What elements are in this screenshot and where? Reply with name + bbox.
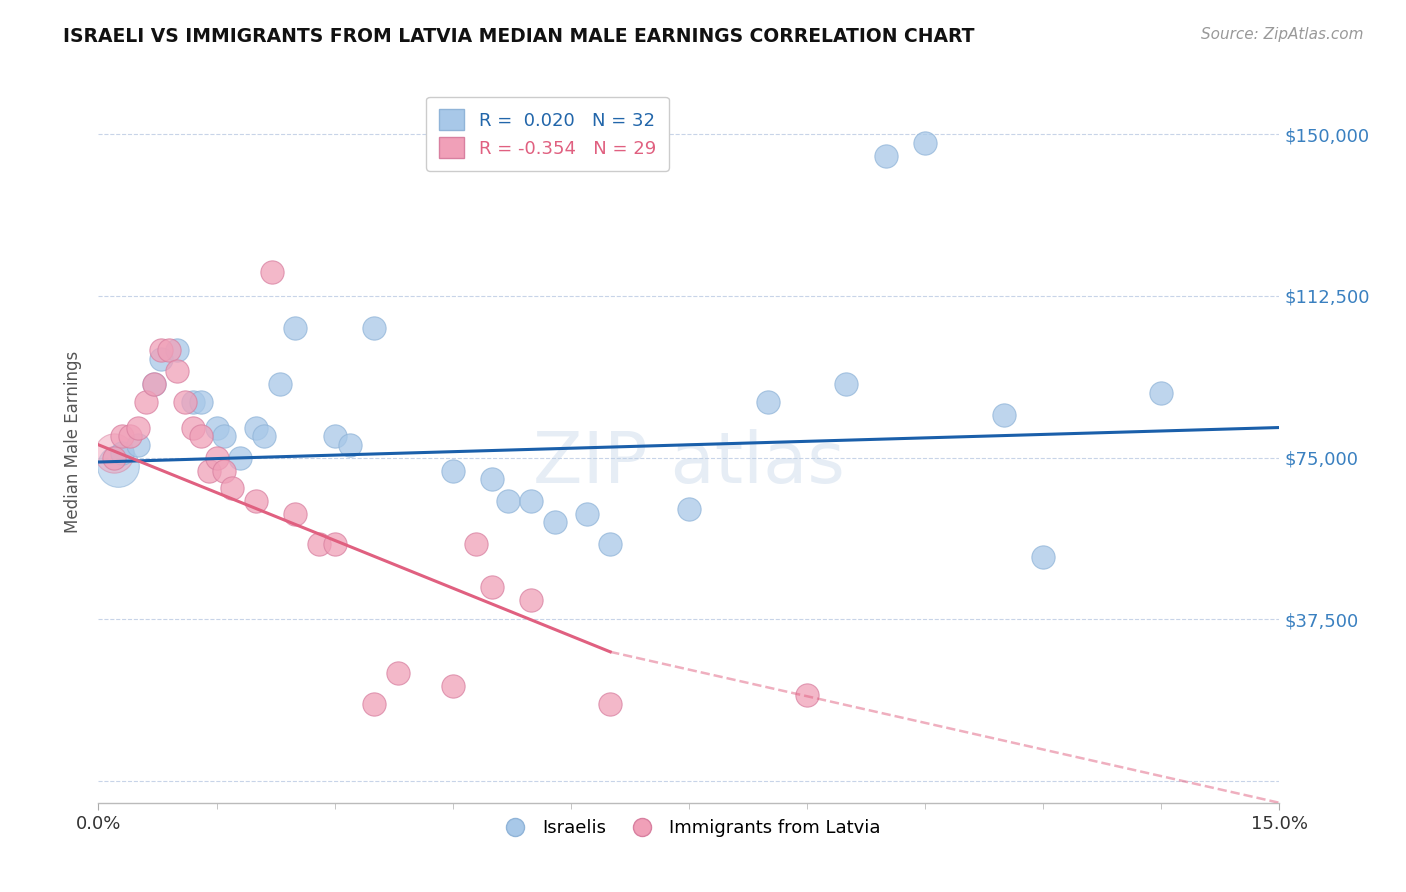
- Point: [441, 464, 464, 478]
- Point: [190, 394, 212, 409]
- Legend: Israelis, Immigrants from Latvia: Israelis, Immigrants from Latvia: [489, 812, 889, 845]
- Point: [157, 343, 180, 357]
- Point: [284, 321, 307, 335]
- Point: [323, 537, 346, 551]
- Point: [387, 666, 409, 681]
- Point: [1032, 549, 1054, 564]
- Point: [205, 450, 228, 465]
- Point: [205, 420, 228, 434]
- Point: [127, 438, 149, 452]
- Point: [323, 429, 346, 443]
- Point: [993, 408, 1015, 422]
- Point: [599, 697, 621, 711]
- Point: [142, 377, 165, 392]
- Point: [103, 450, 125, 465]
- Point: [111, 429, 134, 443]
- Point: [181, 394, 204, 409]
- Point: [190, 429, 212, 443]
- Point: [142, 377, 165, 392]
- Point: [127, 420, 149, 434]
- Point: [166, 343, 188, 357]
- Point: [107, 459, 129, 474]
- Point: [245, 493, 267, 508]
- Point: [174, 394, 197, 409]
- Point: [221, 481, 243, 495]
- Point: [118, 429, 141, 443]
- Point: [229, 450, 252, 465]
- Point: [678, 502, 700, 516]
- Point: [214, 429, 236, 443]
- Point: [520, 493, 543, 508]
- Point: [150, 351, 173, 366]
- Point: [150, 343, 173, 357]
- Point: [166, 364, 188, 378]
- Text: ZIP atlas: ZIP atlas: [533, 429, 845, 498]
- Point: [253, 429, 276, 443]
- Point: [135, 394, 157, 409]
- Point: [465, 537, 488, 551]
- Text: ISRAELI VS IMMIGRANTS FROM LATVIA MEDIAN MALE EARNINGS CORRELATION CHART: ISRAELI VS IMMIGRANTS FROM LATVIA MEDIAN…: [63, 27, 974, 45]
- Text: Source: ZipAtlas.com: Source: ZipAtlas.com: [1201, 27, 1364, 42]
- Point: [756, 394, 779, 409]
- Point: [796, 688, 818, 702]
- Point: [835, 377, 858, 392]
- Point: [363, 697, 385, 711]
- Point: [284, 507, 307, 521]
- Point: [575, 507, 598, 521]
- Point: [111, 446, 134, 460]
- Point: [214, 464, 236, 478]
- Point: [181, 420, 204, 434]
- Point: [245, 420, 267, 434]
- Point: [1150, 386, 1173, 401]
- Point: [260, 265, 283, 279]
- Point: [481, 472, 503, 486]
- Point: [520, 593, 543, 607]
- Point: [103, 446, 125, 460]
- Point: [544, 516, 567, 530]
- Point: [269, 377, 291, 392]
- Point: [496, 493, 519, 508]
- Point: [481, 580, 503, 594]
- Point: [441, 679, 464, 693]
- Point: [914, 136, 936, 150]
- Point: [339, 438, 361, 452]
- Point: [363, 321, 385, 335]
- Point: [599, 537, 621, 551]
- Y-axis label: Median Male Earnings: Median Male Earnings: [65, 351, 83, 533]
- Point: [308, 537, 330, 551]
- Point: [875, 149, 897, 163]
- Point: [197, 464, 219, 478]
